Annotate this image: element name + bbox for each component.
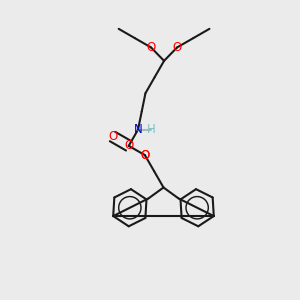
Text: N: N [134,123,142,136]
Text: O: O [146,41,156,54]
Text: O: O [140,148,149,162]
Text: H: H [147,123,155,136]
Text: O: O [108,130,117,143]
Text: O: O [124,139,133,152]
Text: O: O [140,148,149,162]
Text: O: O [172,41,182,54]
